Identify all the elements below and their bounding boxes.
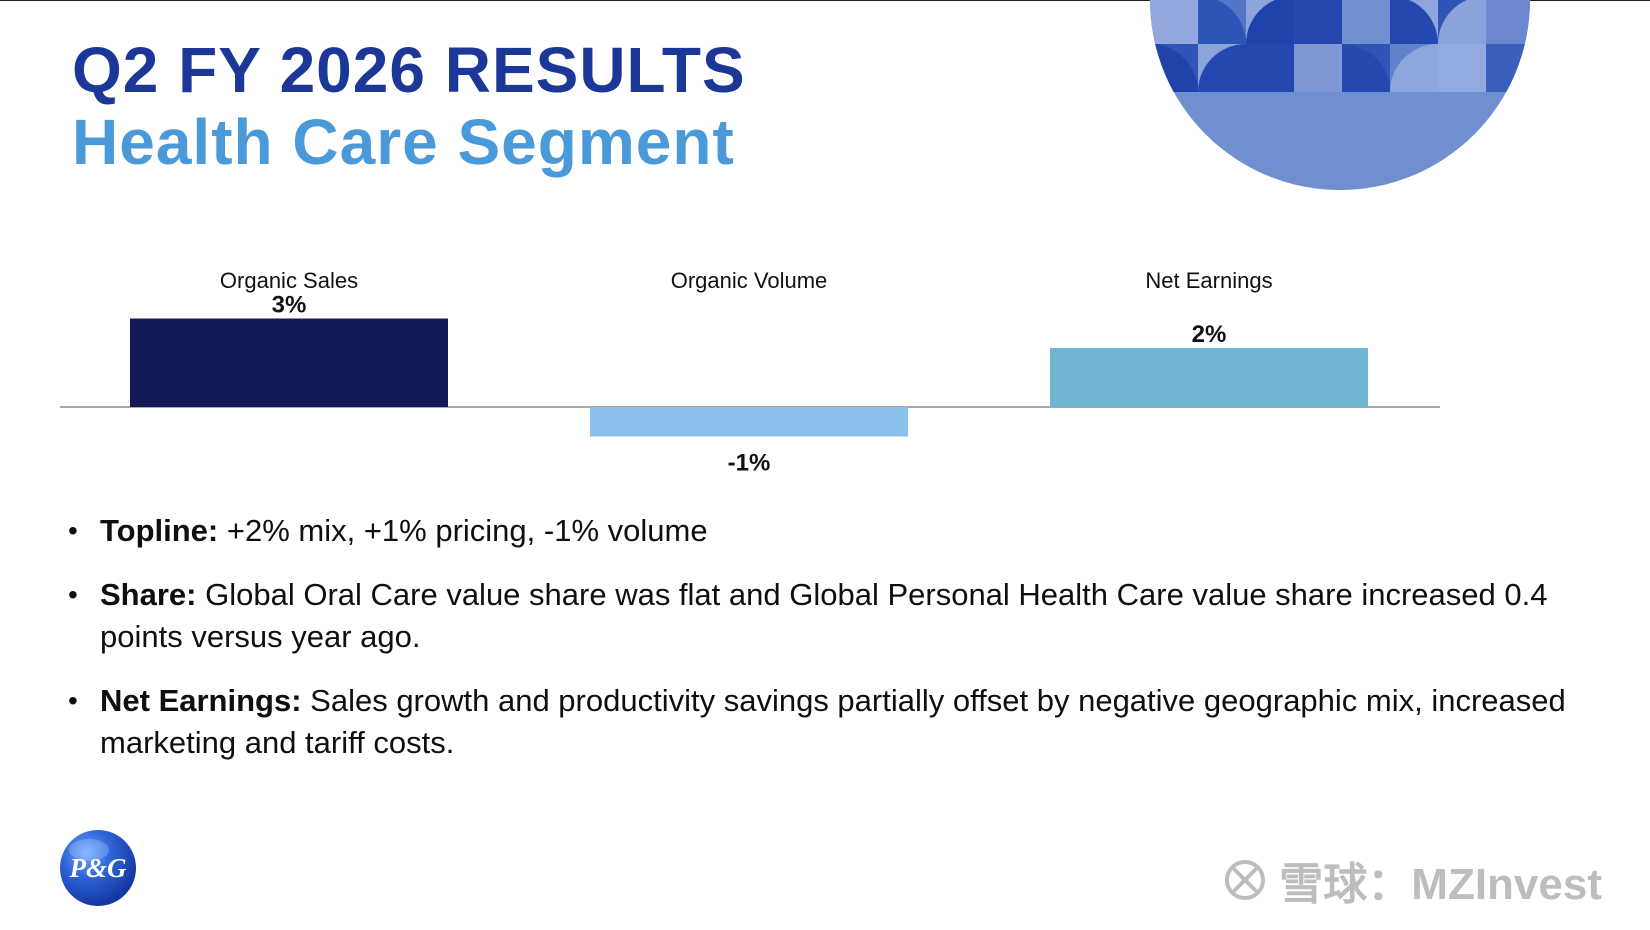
bullet-net-earnings: • Net Earnings: Sales growth and product… (68, 680, 1608, 764)
bullet-text: Sales growth and productivity savings pa… (100, 683, 1566, 760)
bullet-dot: • (68, 515, 78, 546)
summary-bullets: • Topline: +2% mix, +1% pricing, -1% vol… (68, 510, 1608, 786)
bullet-label: Topline: (100, 513, 219, 548)
bullet-dot: • (68, 685, 78, 716)
decorative-pattern (1150, 0, 1650, 200)
chart-category-label: Organic Sales (220, 268, 358, 293)
chart-value-label: 2% (1192, 321, 1227, 348)
page-subtitle: Health Care Segment (72, 106, 735, 178)
chart-value-label: 3% (272, 292, 307, 319)
snowball-icon (1221, 856, 1269, 904)
chart-bar (1050, 348, 1368, 407)
watermark: 雪球：MZInvest (1221, 848, 1602, 912)
bullet-label: Share: (100, 577, 197, 612)
logo-text: P&G (69, 853, 127, 883)
bullet-text: +2% mix, +1% pricing, -1% volume (226, 513, 708, 548)
chart-value-label: -1% (728, 450, 771, 477)
chart-bar (130, 318, 448, 407)
watermark-text: 雪球：MZInvest (1279, 860, 1602, 909)
page-title: Q2 FY 2026 RESULTS (72, 34, 746, 106)
bullet-text: Global Oral Care value share was flat an… (100, 577, 1548, 654)
company-logo: P&G (58, 828, 138, 908)
bullet-dot: • (68, 579, 78, 610)
chart-category-label: Organic Volume (671, 268, 828, 293)
chart-category-label: Net Earnings (1145, 268, 1272, 293)
chart-bar (590, 407, 908, 437)
bullet-share: • Share: Global Oral Care value share wa… (68, 574, 1608, 658)
top-rule (0, 0, 1650, 1)
bullet-topline: • Topline: +2% mix, +1% pricing, -1% vol… (68, 510, 1608, 552)
bullet-label: Net Earnings: (100, 683, 302, 718)
